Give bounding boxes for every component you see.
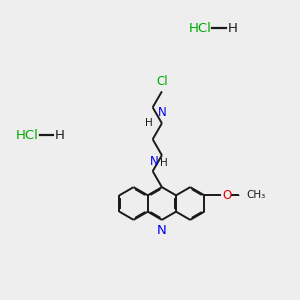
Text: H: H	[160, 158, 168, 168]
Text: H: H	[55, 129, 65, 142]
Text: N: N	[157, 224, 167, 237]
Text: HCl: HCl	[16, 129, 39, 142]
Text: H: H	[145, 118, 153, 128]
Text: —: —	[230, 191, 239, 200]
Text: H: H	[227, 22, 237, 34]
Text: N: N	[158, 106, 166, 119]
Text: Cl: Cl	[157, 74, 168, 88]
Text: N: N	[150, 154, 158, 168]
Text: CH₃: CH₃	[246, 190, 265, 200]
Text: O: O	[222, 189, 231, 202]
Text: HCl: HCl	[189, 22, 211, 34]
